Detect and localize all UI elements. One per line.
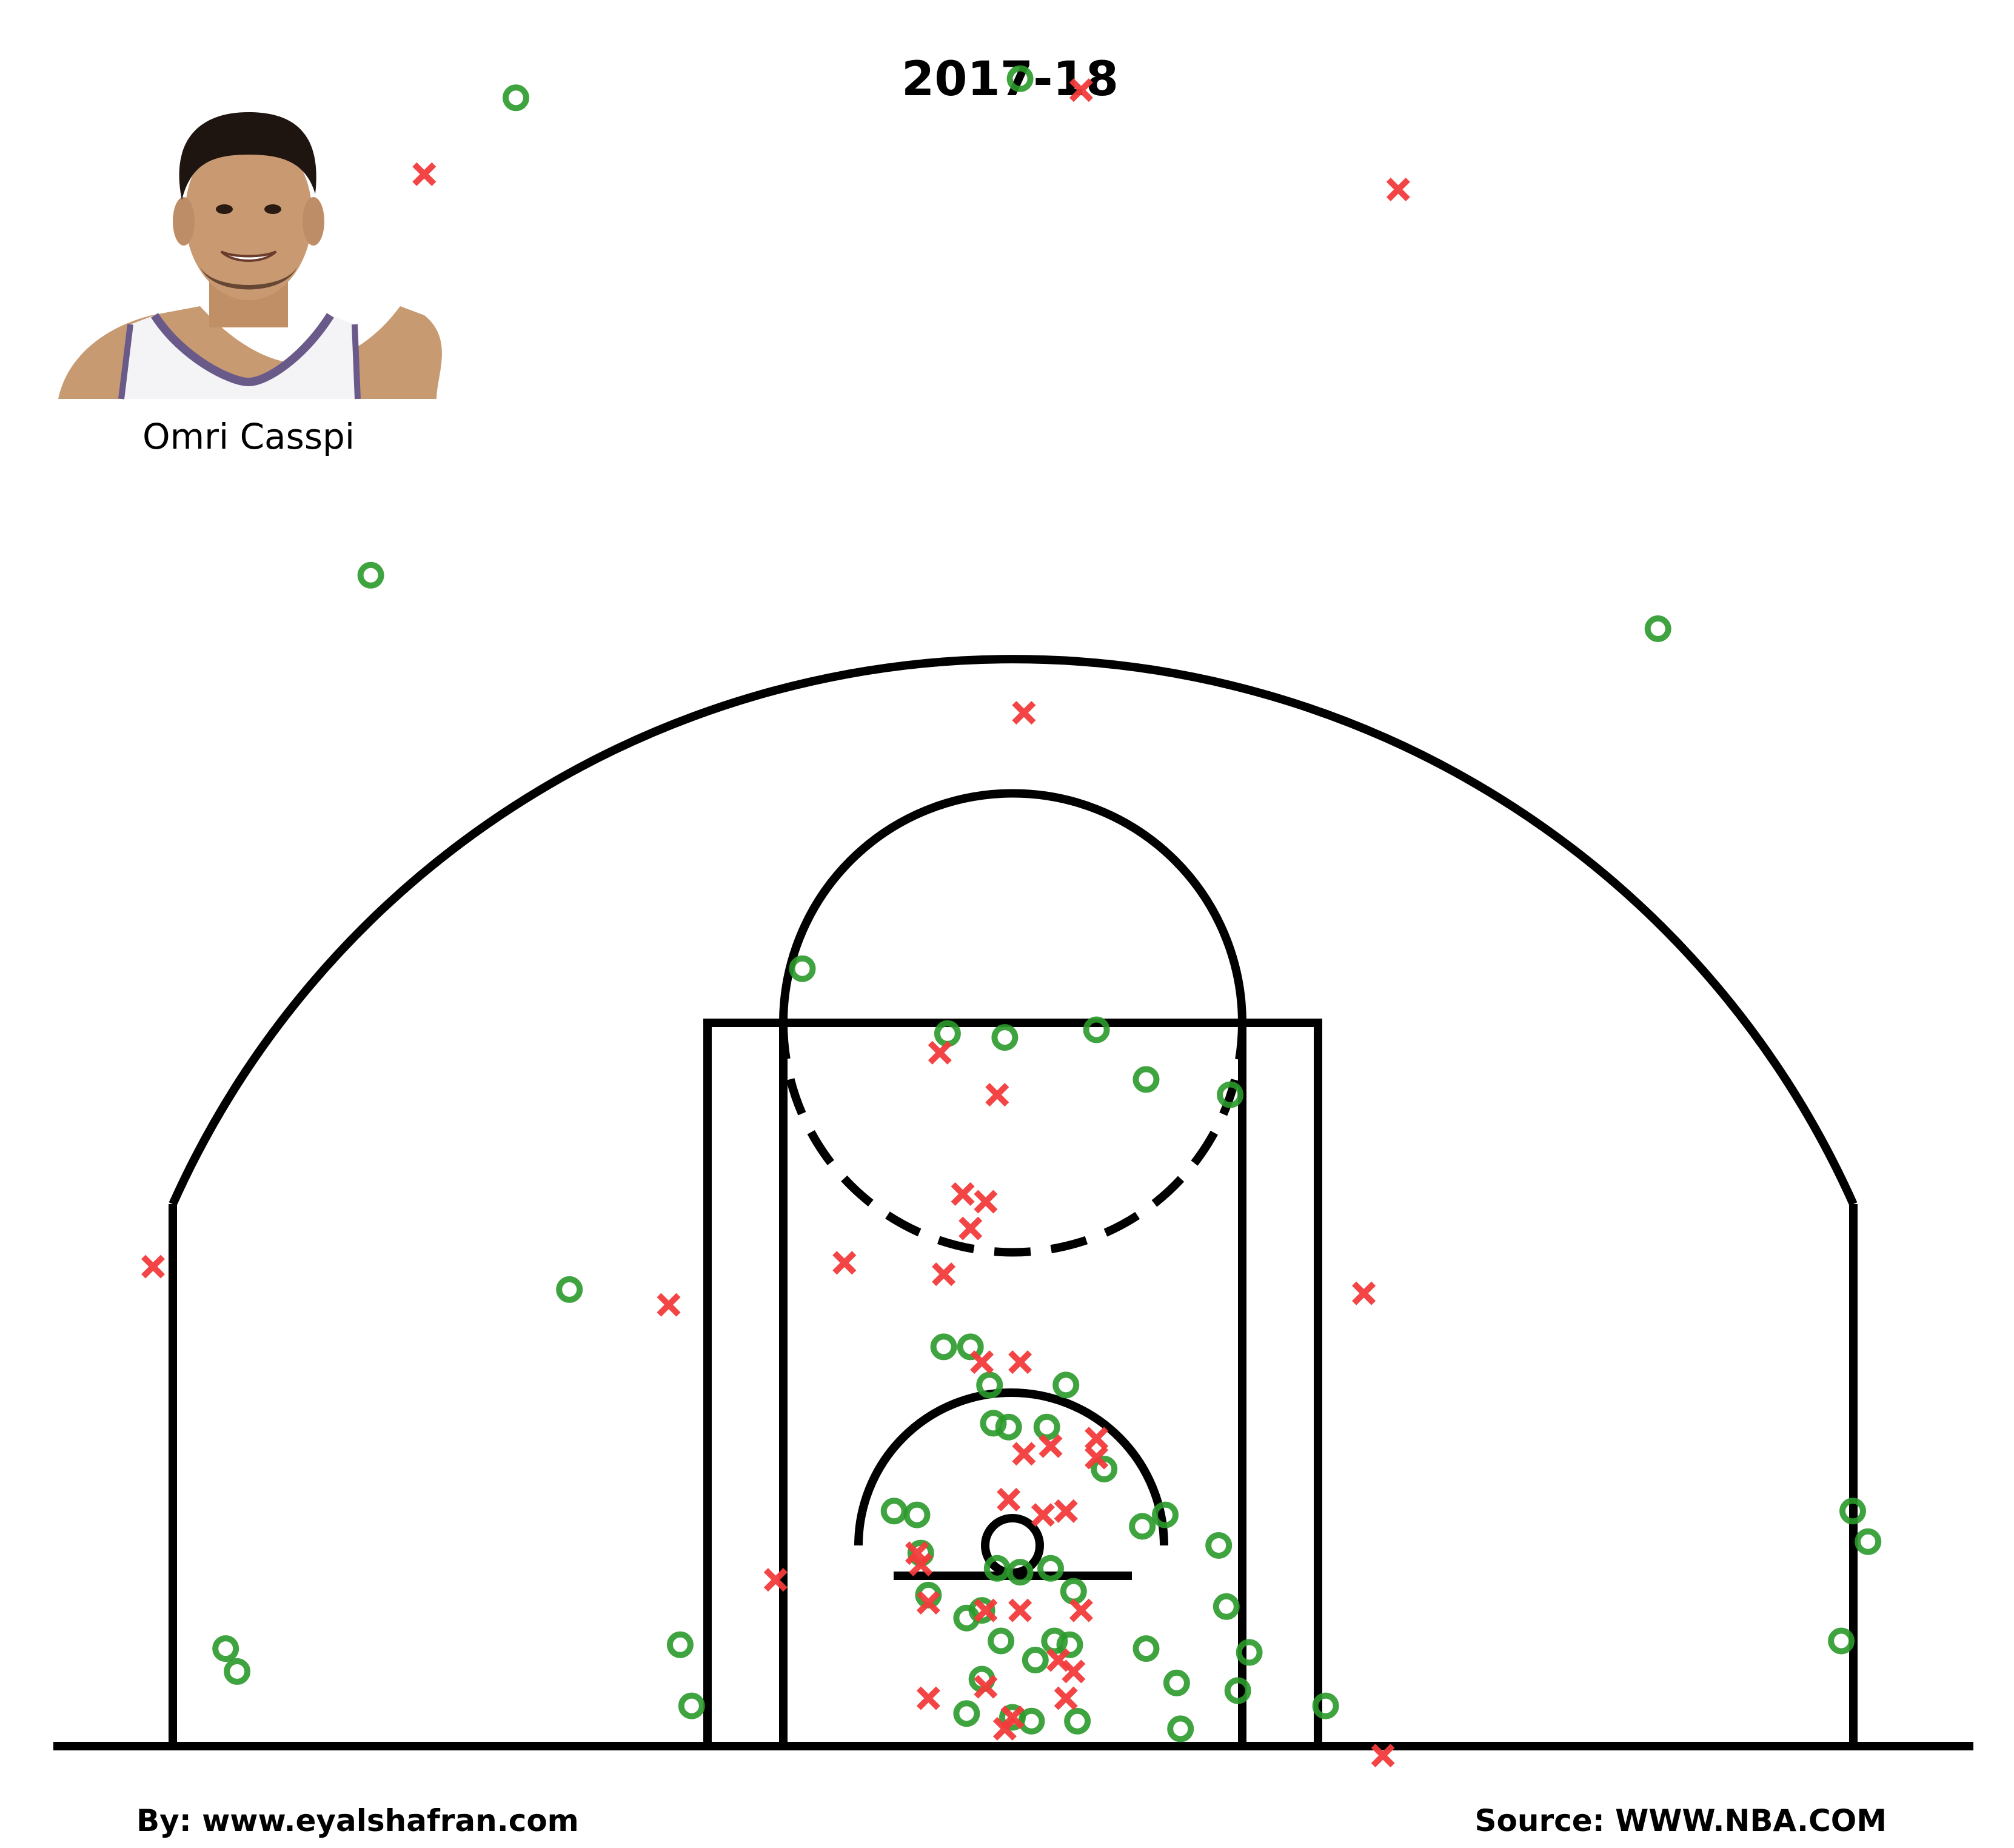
- missed-shots: [141, 78, 1410, 1768]
- made-shot-marker: [1152, 1501, 1179, 1528]
- made-shot-marker: [1033, 1413, 1060, 1441]
- made-shot-marker: [357, 561, 384, 589]
- made-shot-marker: [1129, 1513, 1156, 1540]
- missed-shot-marker: [974, 1190, 998, 1214]
- made-shot-marker: [1083, 1016, 1110, 1043]
- made-shot-marker: [957, 1333, 984, 1361]
- made-shot-marker: [1132, 1066, 1160, 1093]
- made-shot-marker: [1312, 1692, 1339, 1719]
- made-shot-marker: [1217, 1081, 1244, 1108]
- player-headshot-icon: [58, 112, 442, 400]
- missed-shot-marker: [1085, 1427, 1109, 1451]
- made-shot-marker: [503, 84, 529, 112]
- made-shot-marker: [556, 1276, 583, 1303]
- missed-shot-marker: [1008, 1598, 1032, 1622]
- made-shot-marker: [1064, 1707, 1091, 1735]
- missed-shot-marker: [985, 1083, 1009, 1107]
- made-shot-marker: [1167, 1715, 1194, 1743]
- made-shot-marker: [1052, 1371, 1080, 1399]
- missed-shot-marker: [1012, 1442, 1036, 1466]
- made-shot-marker: [1839, 1498, 1866, 1525]
- made-shot-marker: [988, 1627, 1015, 1655]
- made-shot-marker: [678, 1692, 705, 1719]
- made-shot-marker: [1091, 1456, 1118, 1482]
- missed-shot-marker: [970, 1350, 994, 1374]
- restricted-area-arc: [854, 1388, 1168, 1546]
- made-shot-marker: [1205, 1532, 1233, 1559]
- made-shot-marker: [1163, 1669, 1190, 1696]
- missed-shot-marker: [974, 1675, 998, 1699]
- footer-source: Source: WWW.NBA.COM: [1475, 1803, 1887, 1838]
- missed-shot-marker: [932, 1262, 956, 1287]
- made-shot-marker: [1828, 1627, 1855, 1655]
- missed-shot-marker: [1386, 177, 1410, 202]
- made-shot-marker: [976, 1371, 1003, 1399]
- missed-shot-marker: [916, 1686, 940, 1710]
- free-throw-circle-top: [779, 789, 1246, 1023]
- three-point-arc: [169, 655, 1858, 1206]
- made-shot-marker: [1056, 1631, 1083, 1658]
- missed-shot-marker: [832, 1251, 857, 1275]
- missed-shot-marker: [916, 1590, 940, 1615]
- missed-shot-marker: [1012, 701, 1036, 725]
- made-shot-marker: [1224, 1677, 1251, 1704]
- made-shot-marker: [991, 1024, 1019, 1051]
- made-shot-marker: [980, 1410, 1007, 1437]
- made-shot-marker: [224, 1658, 251, 1685]
- missed-shot-marker: [951, 1182, 975, 1206]
- made-shot-marker: [666, 1631, 694, 1658]
- missed-shot-marker: [141, 1254, 166, 1279]
- missed-shot-marker: [763, 1568, 788, 1592]
- made-shot-marker: [1855, 1528, 1882, 1555]
- missed-shot-marker: [1031, 1503, 1055, 1527]
- outer-lane: [703, 1019, 1322, 1750]
- made-shot-marker: [1018, 1707, 1045, 1735]
- missed-shot-marker: [909, 1552, 933, 1577]
- missed-shot-marker: [992, 1716, 1017, 1741]
- made-shot-marker: [968, 1597, 995, 1624]
- missed-shot-marker: [1352, 1281, 1376, 1305]
- made-shot-marker: [953, 1700, 980, 1727]
- missed-shot-marker: [657, 1293, 681, 1317]
- made-shot-marker: [1213, 1593, 1240, 1620]
- made-shot-marker: [1132, 1635, 1160, 1662]
- made-shot-marker: [1236, 1639, 1263, 1666]
- missed-shot-marker: [1069, 78, 1093, 102]
- missed-shot-marker: [1069, 1598, 1093, 1622]
- made-shot-marker: [212, 1635, 239, 1662]
- missed-shot-marker: [1054, 1686, 1078, 1710]
- missed-shot-marker: [1062, 1659, 1086, 1684]
- missed-shot-marker: [1085, 1445, 1109, 1470]
- made-shot-marker: [930, 1333, 957, 1361]
- made-shot-marker: [995, 1413, 1022, 1441]
- made-shot-marker: [1006, 1559, 1034, 1586]
- free-throw-circle-bottom: [779, 1022, 1246, 1257]
- missed-shot-marker: [974, 1598, 998, 1622]
- player-name: Omri Casspi: [142, 416, 355, 457]
- missed-shot-marker: [412, 162, 437, 186]
- missed-shot-marker: [928, 1040, 952, 1065]
- missed-shot-marker: [997, 1487, 1021, 1512]
- court: [53, 655, 1973, 1750]
- made-shot-marker: [1644, 615, 1671, 642]
- made-shot-marker: [1037, 1555, 1064, 1582]
- missed-shot-marker: [1054, 1499, 1078, 1523]
- footer-credit: By: www.eyalshafran.com: [136, 1803, 579, 1838]
- missed-shot-marker: [1008, 1350, 1032, 1374]
- made-shot-marker: [1022, 1647, 1049, 1673]
- made-shot-marker: [789, 955, 816, 982]
- missed-shot-marker: [1371, 1743, 1395, 1768]
- made-shot-marker: [1041, 1627, 1068, 1655]
- missed-shot-marker: [958, 1216, 983, 1240]
- made-shot-marker: [1006, 65, 1034, 92]
- missed-shot-marker: [1039, 1434, 1063, 1458]
- made-shot-marker: [880, 1498, 908, 1525]
